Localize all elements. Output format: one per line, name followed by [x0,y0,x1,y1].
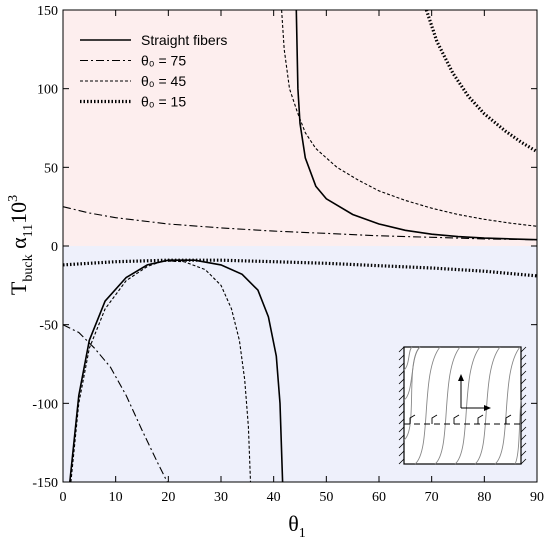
plot-frame [62,9,538,483]
series-line-0-1 [295,9,538,241]
series-line-3-1 [424,9,538,153]
y-tick-label: -100 [32,397,58,412]
legend-label: θ₀ = 75 [141,53,186,69]
legend-label: Straight fibers [141,32,227,48]
y-tick-label: -50 [39,319,58,334]
series-line-1-1 [62,206,538,241]
y-axis-title: Tbuck α11103 [6,195,36,295]
x-tick-label: 60 [372,490,386,505]
series-layer [62,9,538,483]
y-tick-label: -150 [32,476,58,491]
inset-hatch-left [398,346,405,465]
inset-schematic [398,346,527,465]
x-tick-label: 70 [425,490,439,505]
x-tick-label: 20 [161,490,175,505]
x-tick-label: 80 [477,490,491,505]
inset-hatch-right [520,346,527,465]
tick-layer: 0 10 20 30 40 50 60 70 80 90 -150 -100 -50 0 50 100 150 [32,4,544,505]
x-tick-label: 30 [214,490,228,505]
inset-angle-marks [409,414,512,424]
y-tick-label: 50 [44,161,58,176]
legend-label: θ₀ = 45 [141,73,186,89]
x-tick-label: 40 [267,490,281,505]
y-tick-label: 0 [51,240,58,255]
y-tick-label: 100 [37,83,58,98]
inset-y-arrowhead [458,374,464,381]
x-tick-label: 10 [109,490,123,505]
inset-x-arrowhead [484,405,491,411]
series-line-2-0 [70,260,252,483]
legend: Straight fibers θ₀ = 75 θ₀ = 45 θ₀ = 15 [80,32,227,110]
x-tick-label: 0 [60,490,67,505]
series-line-2-1 [281,9,538,227]
series-line-0-0 [69,259,284,483]
inset-fibers [403,346,522,465]
x-tick-label: 50 [319,490,333,505]
y-tick-label: 150 [37,4,58,19]
x-tick-label: 90 [530,490,544,505]
x-axis-title: θ1 [288,511,306,541]
series-line-1-0 [62,324,168,483]
legend-label: θ₀ = 15 [141,94,186,110]
